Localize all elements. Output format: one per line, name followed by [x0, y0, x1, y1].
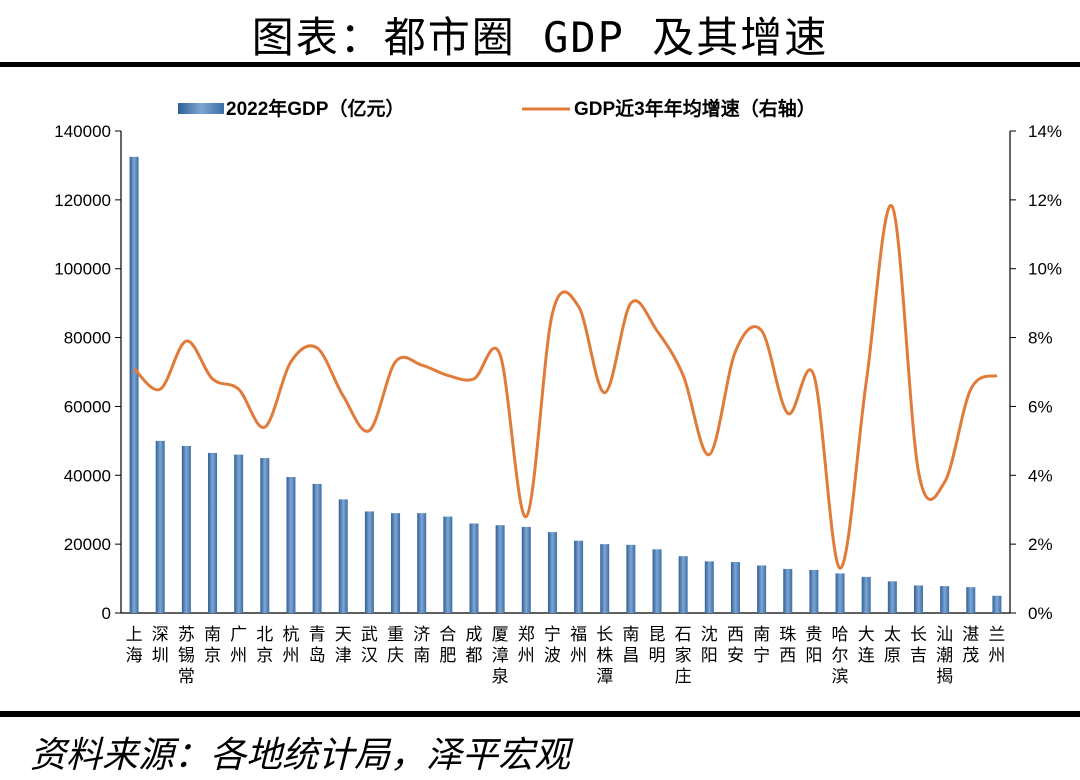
bar	[600, 544, 610, 613]
x-tick-label: 厦漳泉	[492, 625, 509, 686]
bar	[234, 454, 244, 613]
bar	[626, 544, 636, 613]
top-rule	[0, 62, 1080, 67]
x-tick-label: 珠西	[779, 625, 796, 665]
legend: 2022年GDP（亿元） GDP近3年年均增速（右轴）	[178, 97, 816, 120]
bar	[652, 549, 662, 613]
bar	[547, 532, 557, 613]
x-tick-label: 宁波	[544, 625, 561, 665]
bar	[443, 516, 453, 613]
bar	[312, 483, 322, 613]
legend-bar-label: 2022年GDP（亿元）	[226, 97, 404, 120]
bar	[704, 561, 714, 613]
x-tick-label: 长株潭	[596, 625, 613, 686]
growth-line	[133, 204, 998, 570]
bar	[338, 499, 348, 613]
left-tick-label: 120000	[54, 191, 111, 210]
left-tick-label: 20000	[64, 535, 111, 554]
x-tick-label: 兰州	[988, 625, 1005, 665]
bar	[913, 585, 923, 613]
bottom-rule	[0, 711, 1080, 717]
right-tick-label: 6%	[1028, 397, 1053, 416]
bar	[364, 511, 374, 613]
bar	[730, 562, 740, 613]
bar	[129, 156, 139, 614]
bar	[940, 586, 950, 613]
x-axis-labels: 上海深圳苏锡常南京广州北京杭州青岛天津武汉重庆济南合肥成都厦漳泉郑州宁波福州长株…	[126, 625, 1006, 686]
x-tick-label: 青岛	[309, 625, 326, 665]
right-tick-label: 8%	[1028, 329, 1053, 348]
x-tick-label: 南宁	[753, 625, 770, 665]
bar	[678, 556, 688, 613]
bar	[181, 446, 191, 613]
chart-svg: 2022年GDP（亿元） GDP近3年年均增速（右轴） 0 20000 40000 6…	[54, 97, 1062, 686]
x-tick-label: 苏锡常	[178, 625, 195, 686]
bar	[155, 440, 165, 613]
x-tick-label: 长吉	[910, 625, 927, 665]
axes: 0 20000 40000 60000 80000 100000 120000 140000 0…	[54, 122, 1062, 623]
bar	[757, 565, 767, 613]
bar	[809, 569, 819, 613]
bar	[887, 581, 897, 613]
bar	[521, 526, 531, 613]
left-tick-label: 100000	[54, 260, 111, 279]
x-tick-label: 郑州	[518, 625, 535, 665]
x-tick-label: 沈阳	[701, 625, 718, 665]
bar	[574, 540, 584, 613]
x-tick-label: 福州	[570, 625, 587, 665]
left-tick-label: 0	[102, 604, 111, 623]
x-tick-label: 武汉	[361, 625, 378, 665]
x-tick-label: 南京	[204, 625, 221, 665]
x-tick-label: 广州	[230, 625, 247, 665]
x-tick-label: 哈尔滨	[832, 625, 849, 686]
bar	[835, 573, 845, 613]
x-tick-label: 杭州	[282, 625, 299, 665]
bar	[783, 568, 793, 613]
left-tick-label: 80000	[64, 329, 111, 348]
right-tick-label: 0%	[1028, 604, 1053, 623]
bar	[417, 513, 427, 613]
right-tick-label: 14%	[1028, 122, 1062, 141]
x-tick-label: 石家庄	[675, 625, 692, 686]
bar	[286, 477, 296, 613]
bar	[208, 452, 218, 613]
x-tick-label: 上海	[126, 625, 143, 665]
right-tick-label: 2%	[1028, 535, 1053, 554]
x-tick-label: 昆明	[649, 625, 666, 665]
x-tick-label: 南昌	[622, 625, 639, 665]
left-tick-label: 140000	[54, 122, 111, 141]
chart-title: 图表：都市圈 GDP 及其增速	[251, 13, 829, 62]
bar	[260, 458, 270, 613]
bar	[861, 576, 871, 613]
x-tick-label: 深圳	[152, 625, 169, 665]
bar-series	[129, 156, 1002, 614]
legend-bar-swatch	[178, 103, 224, 114]
left-tick-label: 60000	[64, 397, 111, 416]
bar	[391, 513, 401, 613]
right-tick-label: 4%	[1028, 466, 1053, 485]
x-tick-label: 济南	[413, 625, 430, 665]
x-tick-label: 北京	[256, 625, 273, 665]
x-tick-label: 成都	[465, 625, 482, 665]
x-tick-label: 贵阳	[805, 625, 822, 665]
bar	[495, 525, 505, 613]
bar	[966, 587, 976, 613]
legend-line-label: GDP近3年年均增速（右轴）	[574, 97, 816, 120]
right-tick-label: 12%	[1028, 191, 1062, 210]
x-tick-label: 西安	[727, 625, 744, 665]
left-tick-label: 40000	[64, 466, 111, 485]
x-tick-label: 大连	[858, 625, 875, 665]
bar	[469, 523, 479, 613]
x-tick-label: 湛茂	[962, 625, 979, 665]
x-tick-label: 太原	[884, 625, 901, 665]
x-tick-label: 重庆	[387, 625, 404, 665]
x-tick-label: 汕潮揭	[936, 625, 953, 686]
bar	[992, 595, 1002, 613]
x-tick-label: 合肥	[439, 625, 456, 665]
x-tick-label: 天津	[335, 625, 352, 665]
source-note: 资料来源：各地统计局，泽平宏观	[30, 735, 571, 776]
right-tick-label: 10%	[1028, 260, 1062, 279]
